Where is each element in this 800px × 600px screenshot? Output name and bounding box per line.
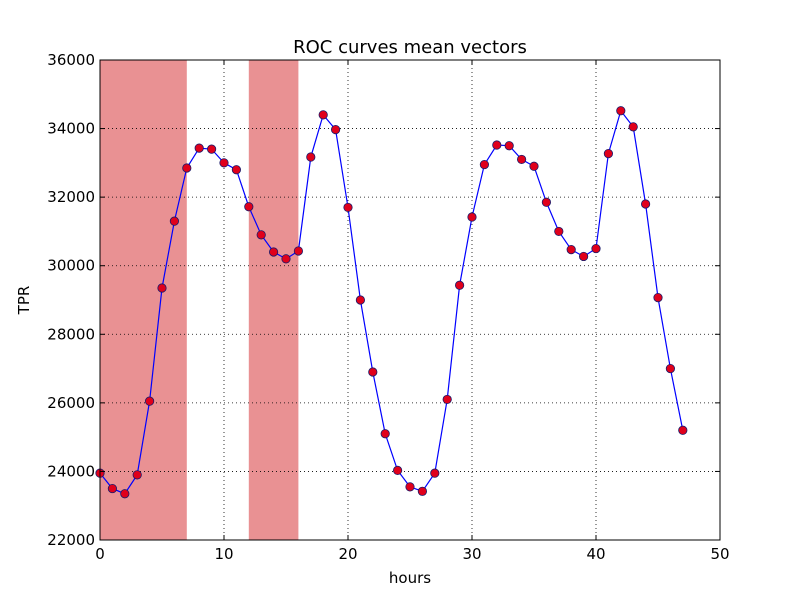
chart-title: ROC curves mean vectors: [293, 37, 527, 58]
data-point: [392, 465, 403, 475]
data-point: [417, 486, 427, 496]
data-point: [107, 483, 118, 494]
data-point: [541, 197, 552, 207]
data-point: [281, 254, 291, 264]
data-point: [330, 125, 341, 135]
data-point: [616, 106, 626, 116]
y-tick-label: 22000: [47, 531, 95, 549]
data-point: [207, 144, 217, 154]
data-point: [120, 489, 130, 499]
x-axis-title: hours: [389, 569, 431, 587]
data-point: [231, 165, 241, 175]
data-point: [591, 243, 601, 254]
shaded-span-0: [100, 60, 187, 540]
data-point: [194, 143, 204, 153]
data-point: [430, 468, 440, 478]
data-point: [368, 367, 378, 377]
data-point: [355, 295, 365, 305]
data-point: [343, 202, 353, 213]
y-tick-labels: 22000 24000 26000 28000 30000 32000 34000 36000: [47, 51, 95, 549]
x-tick-label: 0: [95, 545, 105, 563]
y-tick-label: 24000: [47, 462, 95, 480]
data-point: [244, 202, 254, 212]
data-point: [492, 140, 502, 150]
data-point: [318, 110, 328, 120]
data-point: [293, 246, 303, 256]
y-tick-label: 26000: [47, 394, 95, 412]
data-point: [479, 159, 489, 170]
data-point: [554, 226, 564, 237]
x-tick-label: 50: [710, 545, 729, 563]
data-point: [169, 216, 179, 226]
data-point: [145, 396, 155, 406]
series-layer: [95, 106, 688, 499]
shaded-span-1: [248, 60, 299, 540]
data-point: [566, 245, 576, 255]
data-point: [653, 292, 663, 303]
plot-frame: [99, 59, 721, 541]
y-axis-title: TPR: [15, 286, 33, 316]
data-point: [157, 283, 167, 293]
y-tick-label: 36000: [47, 51, 95, 69]
y-tick-label: 34000: [47, 120, 95, 138]
data-point: [405, 482, 415, 492]
data-point: [578, 251, 589, 262]
data-point: [380, 429, 390, 439]
x-tick-label: 40: [586, 545, 605, 563]
grid-lines: [100, 60, 720, 540]
x-tick-label: 20: [338, 545, 357, 563]
data-point: [467, 212, 477, 222]
data-point: [678, 425, 688, 435]
y-tick-label: 30000: [47, 257, 95, 275]
data-point: [182, 163, 192, 173]
data-point: [516, 154, 527, 165]
data-point: [628, 122, 638, 132]
tick-marks: [99, 59, 721, 541]
data-point: [603, 149, 614, 159]
data-point: [306, 152, 316, 162]
x-tick-label: 30: [462, 545, 481, 563]
y-tick-label: 28000: [47, 325, 95, 343]
data-point: [504, 141, 514, 151]
data-point: [268, 247, 279, 257]
data-point: [132, 470, 142, 480]
data-point: [640, 199, 651, 209]
x-tick-label: 10: [214, 545, 233, 563]
data-point: [529, 161, 539, 171]
data-point: [665, 363, 676, 374]
data-point: [219, 158, 229, 168]
data-point: [256, 230, 266, 240]
data-point: [442, 394, 452, 405]
data-point: [454, 280, 465, 290]
x-tick-labels: 0 10 20 30 40 50: [95, 545, 729, 563]
shaded-spans: [100, 60, 299, 540]
y-tick-label: 32000: [47, 188, 95, 206]
